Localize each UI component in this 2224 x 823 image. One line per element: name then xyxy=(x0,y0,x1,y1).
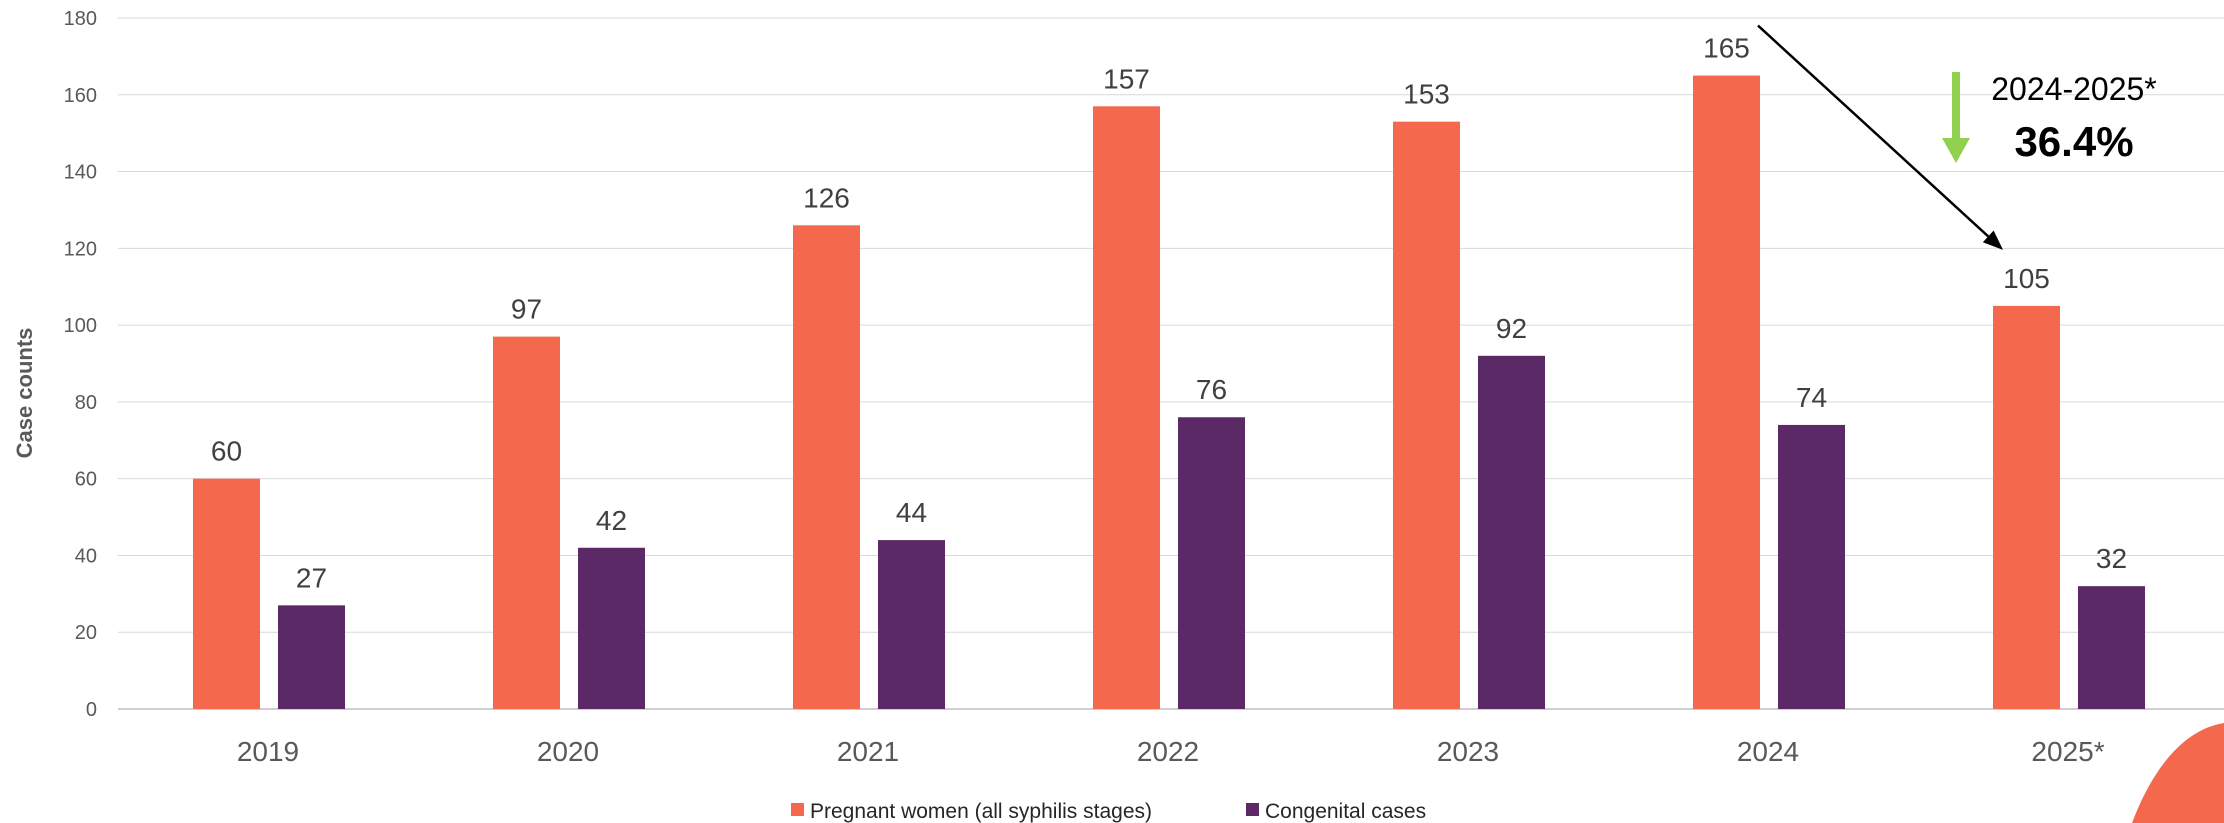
data-label: 76 xyxy=(1196,374,1227,405)
bar-congenital xyxy=(1778,424,1845,709)
x-axis-ticks: 2019 2020 2021 2022 2023 2024 2025* xyxy=(237,736,2105,767)
x-tick-label: 2020 xyxy=(537,736,599,767)
data-label: 42 xyxy=(596,505,627,536)
change-period: 2024-2025* xyxy=(1991,71,2156,107)
change-percent: 36.4% xyxy=(2014,118,2133,165)
y-tick-label: 180 xyxy=(64,8,97,30)
y-tick-label: 60 xyxy=(75,469,97,491)
bar-pregnant-women xyxy=(1693,75,1760,710)
y-tick-label: 40 xyxy=(75,545,97,567)
data-label: 60 xyxy=(211,436,242,467)
data-label: 153 xyxy=(1403,79,1450,110)
data-label: 157 xyxy=(1103,63,1150,94)
bar-pregnant-women xyxy=(1993,305,2060,709)
bars xyxy=(193,75,2145,710)
legend: Pregnant women (all syphilis stages) Con… xyxy=(791,800,1426,823)
bar-pregnant-women xyxy=(1093,106,1160,710)
y-tick-label: 0 xyxy=(86,699,97,721)
bar-congenital xyxy=(278,605,345,709)
data-label: 32 xyxy=(2096,543,2127,574)
legend-label-pregnant-women: Pregnant women (all syphilis stages) xyxy=(810,800,1152,823)
bar-pregnant-women xyxy=(493,336,560,709)
legend-item-pregnant-women: Pregnant women (all syphilis stages) xyxy=(791,800,1152,823)
data-label: 105 xyxy=(2003,263,2050,294)
bar-congenital xyxy=(578,547,645,709)
legend-label-congenital: Congenital cases xyxy=(1265,800,1426,823)
y-tick-label: 140 xyxy=(64,162,97,184)
change-annotation: 2024-2025* 36.4% xyxy=(1757,24,2157,250)
y-tick-label: 120 xyxy=(64,238,97,260)
x-tick-label: 2025* xyxy=(2031,736,2104,767)
x-tick-label: 2023 xyxy=(1437,736,1499,767)
trend-arrow xyxy=(1757,24,1990,238)
bar-congenital xyxy=(1478,355,1545,709)
data-label: 97 xyxy=(511,294,542,325)
bar-congenital xyxy=(2078,586,2145,709)
y-axis-label: Case counts xyxy=(12,328,37,459)
x-tick-label: 2024 xyxy=(1737,736,1799,767)
data-label: 165 xyxy=(1703,33,1750,64)
data-label: 74 xyxy=(1796,382,1827,413)
down-arrow-icon xyxy=(1942,72,1970,163)
data-labels: 60 27 97 42 126 44 157 76 153 92 165 74 105 32 xyxy=(211,33,2127,594)
x-tick-label: 2021 xyxy=(837,736,899,767)
corner-decoration xyxy=(2132,723,2224,823)
data-label: 27 xyxy=(296,562,327,593)
data-label: 126 xyxy=(803,182,850,213)
bar-pregnant-women xyxy=(793,225,860,710)
y-tick-label: 20 xyxy=(75,622,97,644)
y-tick-label: 100 xyxy=(64,315,97,337)
gridlines xyxy=(118,17,2224,710)
y-tick-label: 160 xyxy=(64,85,97,107)
bar-pregnant-women xyxy=(193,478,260,709)
data-label: 44 xyxy=(896,497,927,528)
legend-item-congenital: Congenital cases xyxy=(1246,800,1426,823)
x-tick-label: 2022 xyxy=(1137,736,1199,767)
bar-congenital xyxy=(878,540,945,709)
bar-congenital xyxy=(1178,417,1245,709)
y-axis-ticks: 0 20 40 60 80 100 120 140 160 180 xyxy=(64,8,97,721)
x-tick-label: 2019 xyxy=(237,736,299,767)
trend-arrowhead xyxy=(1982,230,2003,250)
data-label: 92 xyxy=(1496,313,1527,344)
bar-pregnant-women xyxy=(1393,121,1460,709)
y-tick-label: 80 xyxy=(75,392,97,414)
